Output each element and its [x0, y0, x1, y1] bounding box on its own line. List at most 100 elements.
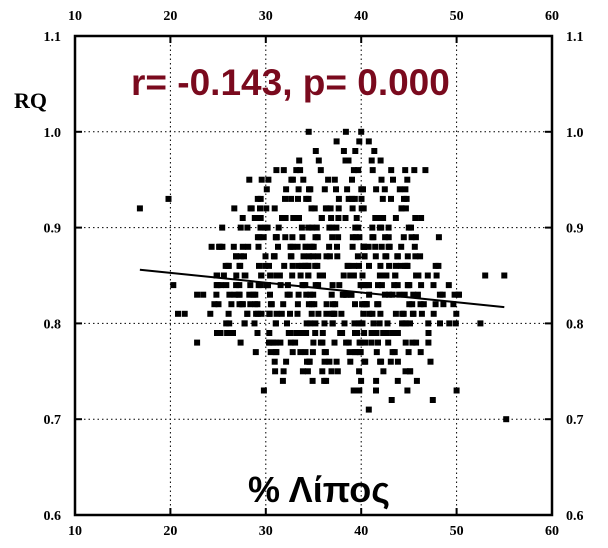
- data-point: [402, 339, 409, 346]
- data-point: [233, 253, 239, 260]
- data-point: [207, 310, 214, 317]
- data-point: [314, 262, 321, 269]
- data-point: [296, 215, 302, 221]
- data-point: [165, 195, 172, 202]
- data-point: [298, 262, 305, 269]
- data-point: [381, 186, 388, 193]
- data-point: [231, 205, 238, 212]
- data-point: [407, 320, 413, 327]
- data-point: [349, 243, 356, 250]
- trend-line: [139, 268, 505, 309]
- data-point: [287, 243, 294, 250]
- data-point: [342, 157, 349, 164]
- data-point: [248, 205, 255, 212]
- data-point: [356, 262, 362, 269]
- data-point: [208, 243, 215, 250]
- data-point: [503, 416, 510, 423]
- data-point: [400, 310, 407, 317]
- data-point: [366, 310, 373, 317]
- data-point: [239, 301, 246, 308]
- data-point: [292, 339, 299, 346]
- data-point: [296, 157, 303, 164]
- data-point: [361, 253, 368, 260]
- data-point: [407, 368, 414, 375]
- x-tick-label-bottom: 50: [450, 524, 464, 539]
- data-point: [361, 330, 368, 336]
- data-point: [230, 243, 237, 250]
- data-point: [378, 176, 385, 183]
- data-point: [338, 310, 345, 317]
- data-point: [213, 272, 220, 279]
- data-point: [336, 282, 343, 289]
- data-point: [322, 349, 329, 356]
- data-point: [267, 349, 274, 356]
- data-point: [392, 272, 399, 279]
- data-point: [331, 339, 338, 346]
- data-point: [278, 310, 285, 317]
- data-point: [360, 243, 367, 250]
- data-point: [440, 301, 447, 308]
- data-point: [273, 349, 280, 356]
- data-point: [297, 272, 304, 279]
- data-point: [251, 215, 258, 221]
- data-point: [394, 358, 401, 365]
- data-point: [352, 301, 358, 308]
- data-point: [275, 224, 282, 231]
- data-point: [424, 272, 431, 279]
- data-point: [359, 320, 366, 327]
- data-point: [394, 330, 401, 336]
- data-point: [410, 291, 417, 298]
- data-point: [356, 387, 363, 394]
- data-point: [437, 320, 443, 327]
- data-point: [306, 358, 313, 365]
- data-point: [237, 339, 244, 346]
- data-point: [312, 320, 319, 327]
- data-point: [417, 301, 424, 308]
- data-point: [333, 186, 339, 193]
- data-point: [477, 320, 484, 327]
- data-point: [366, 262, 372, 269]
- data-point: [351, 262, 358, 269]
- data-point: [350, 272, 357, 279]
- data-point: [377, 262, 384, 269]
- data-point: [303, 291, 310, 298]
- data-point: [354, 253, 361, 260]
- data-point: [223, 282, 230, 289]
- data-point: [326, 358, 333, 365]
- data-point: [383, 272, 390, 279]
- data-point: [350, 167, 357, 174]
- data-point: [433, 272, 440, 279]
- data-point: [211, 301, 218, 308]
- data-point: [382, 234, 389, 241]
- data-point: [309, 224, 316, 231]
- data-point: [297, 349, 304, 356]
- data-point: [266, 330, 273, 336]
- data-point: [260, 387, 267, 394]
- data-point: [295, 262, 302, 269]
- data-point: [280, 301, 287, 308]
- data-point: [365, 406, 372, 413]
- data-point: [302, 243, 309, 250]
- y-tick-label-left: 0.8: [44, 317, 62, 332]
- data-point: [351, 195, 358, 202]
- data-point: [366, 291, 373, 298]
- data-point: [320, 272, 326, 279]
- data-point: [341, 320, 348, 327]
- data-point: [345, 195, 352, 202]
- data-point: [401, 291, 408, 298]
- data-point: [388, 167, 395, 174]
- x-tick-label-bottom: 10: [68, 524, 82, 539]
- x-tick-label-top: 30: [259, 9, 273, 24]
- x-tick-label-top: 10: [68, 9, 82, 24]
- data-point: [255, 282, 262, 289]
- data-point: [427, 358, 434, 365]
- y-tick-label-right: 0.8: [566, 317, 584, 332]
- annotation-stats: r= -0.143, p= 0.000: [131, 62, 450, 103]
- data-point: [377, 358, 384, 365]
- x-tick-label-bottom: 40: [354, 524, 368, 539]
- data-point: [375, 301, 382, 308]
- data-point: [373, 349, 380, 356]
- data-point: [290, 215, 297, 221]
- data-point: [252, 349, 259, 356]
- data-point: [312, 330, 319, 336]
